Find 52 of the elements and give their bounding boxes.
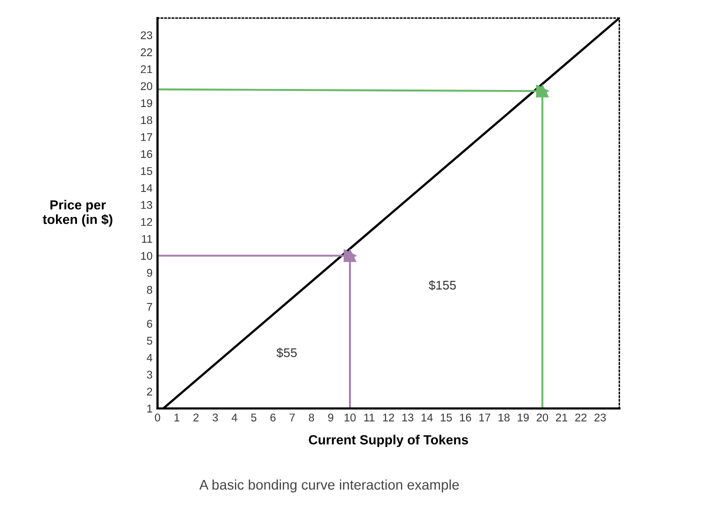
y-tick-label: 22 <box>140 48 152 56</box>
y-tick-label: 15 <box>141 167 152 175</box>
y-axis-title: Price per token (in $) <box>42 200 112 227</box>
y-tick-label: 16 <box>141 150 152 158</box>
y-tick-label: 14 <box>141 184 152 192</box>
x-tick-label: 18 <box>498 414 510 422</box>
x-tick-label: 15 <box>440 414 452 422</box>
x-tick-label: 20 <box>536 414 548 422</box>
x-axis-title: Current Supply of Tokens <box>308 434 468 448</box>
x-tick-label: 11 <box>364 414 374 422</box>
annotation: $55 <box>276 348 297 358</box>
x-tick-label: 8 <box>308 414 314 422</box>
x-tick-label: 13 <box>402 414 414 422</box>
y-tick-label: 7 <box>147 302 152 311</box>
y-tick-label: 17 <box>141 133 152 141</box>
y-tick-label: 5 <box>146 336 152 345</box>
x-tick-label: 12 <box>383 414 394 422</box>
x-tick-label: 7 <box>290 414 295 422</box>
x-tick-label: 23 <box>594 414 606 422</box>
text: A basic bonding curve interaction example <box>199 480 459 492</box>
x-tick-label: 1 <box>174 414 180 422</box>
y-tick-label: 11 <box>142 235 152 243</box>
y-tick-label: 3 <box>146 370 152 379</box>
y-tick-label: 1 <box>147 404 152 412</box>
x-tick-label: 10 <box>344 414 356 422</box>
x-tick-label: 21 <box>556 414 568 422</box>
x-tick-label: 4 <box>232 414 238 422</box>
x-tick-label: 9 <box>328 414 334 422</box>
x-tick-label: 22 <box>575 414 586 422</box>
x-tick-label: 16 <box>460 414 472 422</box>
y-tick-label: 4 <box>146 354 152 362</box>
x-tick-label: 19 <box>518 414 529 422</box>
x-tick-label: 0 <box>154 414 160 422</box>
y-tick-label: 18 <box>141 116 152 124</box>
annotation: $155 <box>428 280 456 290</box>
x-tick-label: 5 <box>251 414 256 422</box>
x-tick-label: 3 <box>212 414 218 422</box>
x-tick-label: 14 <box>422 414 433 422</box>
x-tick-label: 17 <box>479 414 490 422</box>
y-tick-label: 19 <box>141 99 152 108</box>
y-tick-label: 6 <box>147 320 152 328</box>
y-tick-label: 10 <box>141 252 152 260</box>
y-tick-label: 13 <box>141 201 152 209</box>
y-tick-label: 2 <box>147 388 152 396</box>
y-tick-label: 20 <box>140 82 152 90</box>
y-tick-label: 21 <box>140 65 152 74</box>
y-tick-label: 9 <box>147 268 152 277</box>
x-tick-label: 2 <box>193 414 199 422</box>
x-tick-label: 6 <box>270 414 276 422</box>
y-tick-label: 23 <box>140 31 152 40</box>
y-tick-label: 8 <box>146 286 152 294</box>
y-tick-label: 12 <box>141 218 152 226</box>
